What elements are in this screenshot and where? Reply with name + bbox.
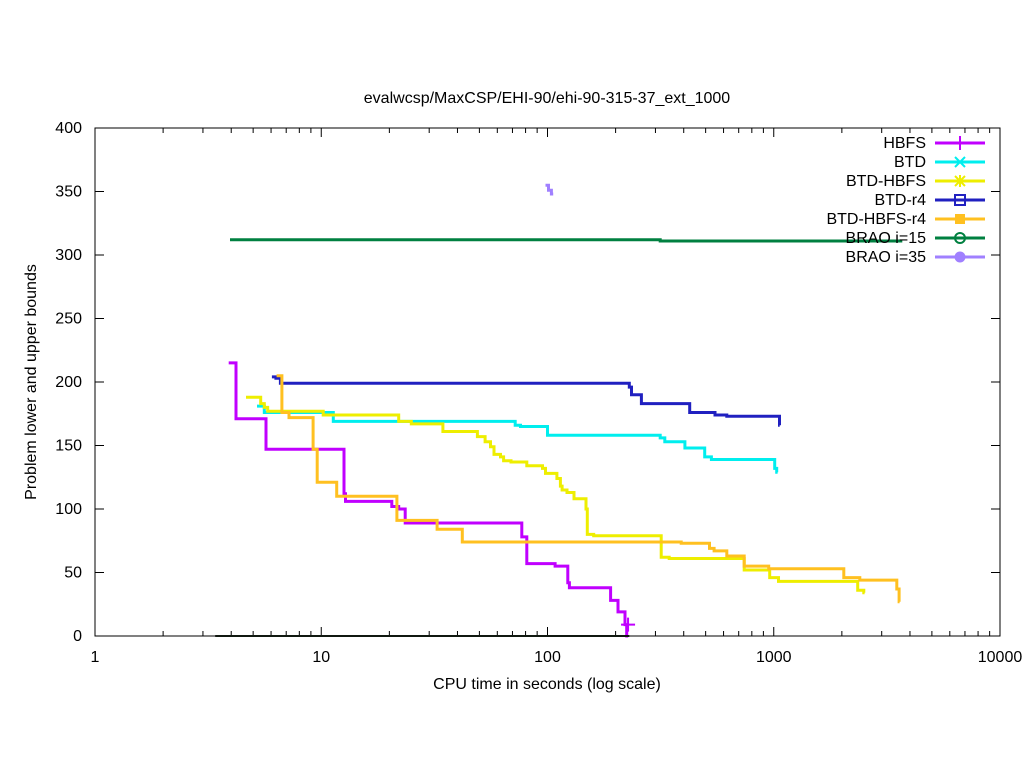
series-btd: [257, 404, 779, 474]
series-line: [545, 183, 554, 196]
y-tick-label: 250: [55, 311, 82, 328]
series-btd-hbfs: [246, 395, 866, 595]
x-tick-label: 1: [91, 649, 100, 666]
series-line: [228, 361, 629, 638]
series-line: [271, 375, 781, 427]
legend-entry: BTD: [894, 154, 985, 171]
legend-entry: BTD-HBFS: [846, 173, 985, 190]
legend-entry: BRAO i=35: [846, 249, 985, 266]
legend: HBFS BTD BTD-HBFS BTD-r4 BTD-HBFS-r4 BRAO i=1…: [826, 135, 985, 266]
plus-marker-icon: [621, 617, 636, 632]
plus-marker-icon: [953, 136, 967, 150]
series-line: [276, 374, 901, 604]
legend-entry: BTD-HBFS-r4: [826, 211, 985, 228]
cross-marker-icon: [954, 156, 966, 168]
x-tick-label: 10000: [978, 649, 1023, 666]
square-filled-marker-icon: [955, 214, 965, 224]
legend-entry: BTD-r4: [874, 192, 985, 209]
y-axis-label: Problem lower and upper bounds: [23, 264, 40, 500]
x-tick-label: 10: [312, 649, 330, 666]
y-tick-label: 350: [55, 184, 82, 201]
y-tick-label: 400: [55, 120, 82, 137]
y-tick-label: 200: [55, 374, 82, 391]
x-tick-label: 100: [534, 649, 561, 666]
series-btd-hbfs-r4: [276, 374, 901, 604]
plot-border: [94, 127, 1001, 637]
series-brao-i-35: [545, 183, 554, 196]
y-tick-label: 0: [73, 628, 82, 645]
legend-label: BTD-HBFS: [846, 173, 926, 190]
series-brao-i-15: [215, 238, 903, 637]
legend-label: BTD-HBFS-r4: [826, 211, 926, 228]
legend-label: BTD: [894, 154, 926, 171]
circle-open-marker-icon: [954, 232, 966, 244]
series-line: [257, 404, 779, 474]
circle-filled-marker-icon: [954, 251, 966, 263]
asterisk-marker-icon: [954, 175, 966, 187]
legend-label: HBFS: [883, 135, 926, 152]
square-open-marker-icon: [954, 194, 966, 206]
series-line: [246, 395, 866, 595]
axes: 0 50 100 150 200 250 300 350 400 1 10 100 1000 10000: [55, 120, 1022, 666]
legend-label: BRAO i=35: [846, 249, 927, 266]
x-axis-label: CPU time in seconds (log scale): [433, 676, 661, 693]
legend-entry: HBFS: [883, 135, 985, 152]
chart-title: evalwcsp/MaxCSP/EHI-90/ehi-90-315-37_ext…: [364, 90, 731, 107]
y-tick-label: 50: [64, 565, 82, 582]
plot-area: [215, 183, 903, 638]
x-tick-label: 1000: [756, 649, 792, 666]
legend-label: BTD-r4: [874, 192, 926, 209]
legend-label: BRAO i=15: [846, 230, 927, 247]
legend-entry: BRAO i=15: [846, 230, 985, 247]
series-btd-r4: [271, 375, 781, 427]
series-hbfs: [228, 361, 636, 638]
y-tick-label: 300: [55, 247, 82, 264]
plot-frame: [94, 127, 1001, 637]
y-tick-label: 150: [55, 438, 82, 455]
y-tick-label: 100: [55, 501, 82, 518]
series-line: [230, 238, 903, 243]
